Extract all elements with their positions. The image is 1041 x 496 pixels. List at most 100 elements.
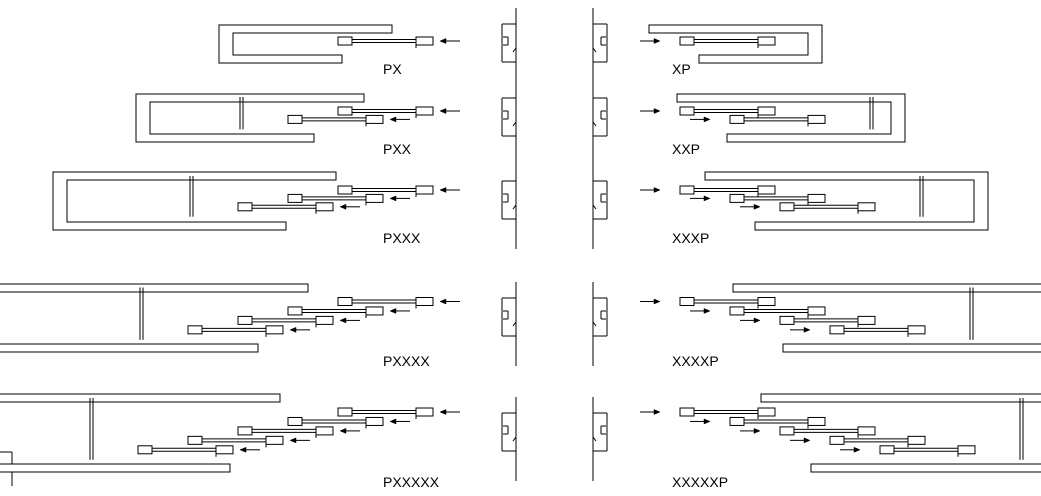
right-housing	[648, 24, 823, 64]
right-arrow-2	[690, 195, 711, 202]
left-arrow-2	[389, 418, 410, 425]
left-plug-1	[337, 407, 434, 419]
right-label: XXXXXP	[672, 474, 728, 490]
right-wall-panel	[592, 165, 608, 249]
left-arrow-1	[439, 298, 460, 305]
left-socket	[503, 425, 517, 442]
right-plug-3	[779, 202, 876, 214]
left-arrow-3	[339, 203, 360, 210]
right-plug-1	[679, 297, 776, 309]
right-plug-2	[729, 114, 826, 127]
left-plug-5	[137, 445, 234, 457]
left-arrow-4	[289, 437, 310, 444]
right-arrow-1	[640, 187, 661, 193]
left-housing	[0, 283, 309, 353]
left-plug-1	[337, 297, 434, 309]
left-plug-3	[237, 315, 334, 328]
right-arrow-1	[640, 298, 661, 305]
left-socket	[503, 110, 517, 127]
left-plug-1	[337, 36, 434, 48]
right-arrow-5	[840, 446, 861, 453]
right-plug-5	[879, 445, 976, 457]
right-arrow-1	[640, 108, 661, 114]
diagram-rows: PX XP PXX XXP PXXX XXXP PXXXX XXXXP PXXXXX XXXXXP	[0, 8, 1041, 490]
right-plug-4	[829, 325, 926, 337]
right-plug-1	[679, 36, 776, 48]
right-wall-panel	[592, 397, 608, 481]
left-arrow-3	[339, 317, 360, 324]
left-arrow-4	[289, 326, 310, 333]
left-plug-2	[287, 416, 384, 429]
right-arrow-3	[740, 317, 761, 324]
left-label: PXXXXX	[383, 474, 440, 490]
left-arrow-5	[239, 446, 260, 453]
left-label: PX	[383, 61, 402, 77]
right-plug-1	[679, 407, 776, 419]
right-label: XXXP	[672, 230, 709, 246]
row-2: PXX XXP	[135, 82, 906, 166]
left-arrow-3	[339, 428, 360, 434]
left-wall-panel	[501, 397, 517, 481]
right-wall-panel	[592, 282, 608, 366]
right-socket	[592, 425, 606, 442]
left-arrow-2	[389, 308, 410, 314]
right-socket	[592, 193, 606, 210]
right-arrow-2	[690, 116, 711, 123]
right-plug-1	[679, 106, 776, 118]
right-socket	[592, 310, 606, 327]
left-arrow-2	[389, 195, 410, 202]
right-plug-2	[729, 193, 826, 206]
right-plug-4	[829, 435, 926, 448]
left-plug-4	[187, 435, 284, 448]
right-arrow-2	[690, 308, 711, 314]
left-label: PXXX	[383, 230, 421, 246]
left-arrow-1	[439, 38, 460, 44]
right-label: XXXXP	[672, 353, 719, 369]
left-wall-panel	[501, 8, 517, 92]
right-wall-panel	[592, 82, 608, 166]
right-label: XP	[672, 61, 691, 77]
left-housing	[52, 171, 337, 231]
right-arrow-4	[790, 437, 811, 444]
right-plug-2	[729, 306, 826, 318]
left-plug-3	[237, 426, 334, 438]
right-arrow-3	[740, 428, 761, 434]
right-plug-3	[779, 315, 876, 328]
right-housing	[704, 171, 989, 231]
left-wall-panel	[501, 282, 517, 366]
left-arrow-2	[389, 116, 410, 123]
left-plug-2	[287, 193, 384, 206]
right-arrow-4	[790, 326, 811, 333]
left-socket	[503, 310, 517, 327]
row-4: PXXXX XXXXP	[0, 282, 1041, 369]
left-plug-2	[287, 306, 384, 318]
right-socket	[592, 110, 606, 127]
right-plug-1	[679, 185, 776, 197]
row-3: PXXX XXXP	[52, 165, 989, 249]
left-label: PXX	[383, 141, 412, 157]
right-arrow-1	[640, 38, 661, 44]
left-plug-2	[287, 114, 384, 127]
right-label: XXP	[672, 141, 700, 157]
left-socket	[503, 193, 517, 210]
right-arrow-1	[640, 409, 661, 415]
left-label: PXXXX	[383, 353, 430, 369]
left-arrow-1	[439, 108, 460, 114]
left-housing	[218, 24, 393, 64]
left-wall-panel	[501, 82, 517, 166]
right-wall-panel	[592, 8, 608, 92]
left-plug-3	[237, 202, 334, 214]
left-arrow-1	[439, 409, 460, 415]
right-plug-3	[779, 426, 876, 438]
left-housing	[135, 93, 365, 143]
right-plug-2	[729, 416, 826, 429]
row-1: PX XP	[218, 8, 823, 92]
right-housing	[732, 283, 1041, 353]
left-plug-1	[337, 185, 434, 197]
right-housing	[760, 393, 1041, 473]
left-socket	[503, 36, 517, 53]
right-arrow-3	[740, 203, 761, 210]
right-arrow-2	[690, 418, 711, 425]
